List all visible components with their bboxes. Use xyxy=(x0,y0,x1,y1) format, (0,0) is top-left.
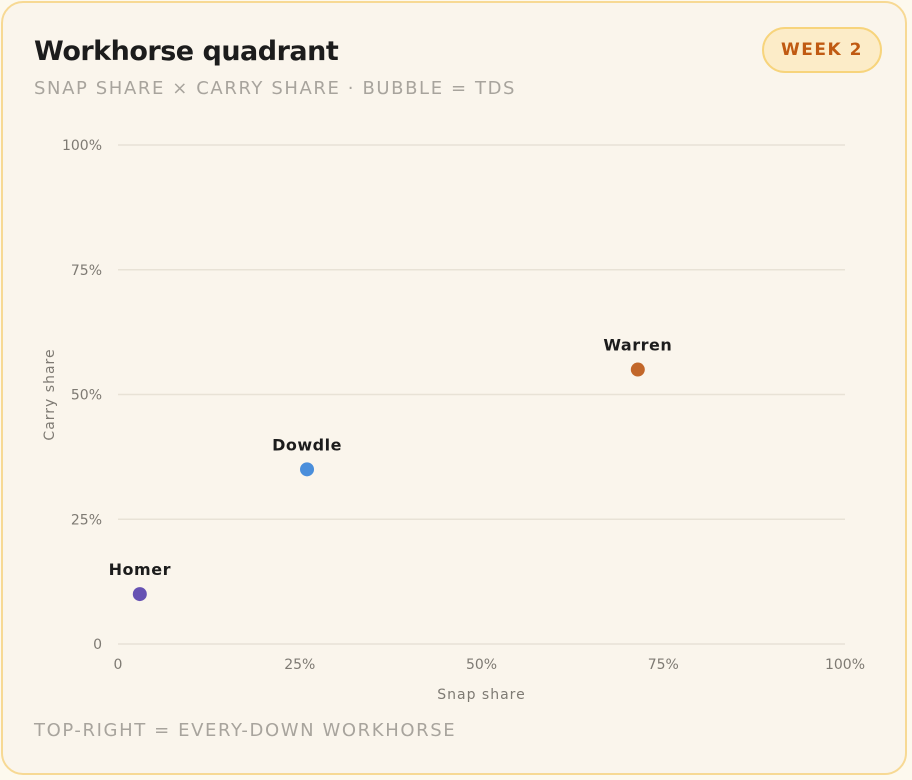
x-tick-label: 100% xyxy=(825,657,865,673)
y-tick-label: 25% xyxy=(71,512,102,528)
week-badge: WEEK 2 xyxy=(762,27,882,73)
data-points: Homer Dowdle Warren xyxy=(109,336,672,602)
y-tick-labels: 0 25% 50% 75% 100% xyxy=(62,138,102,653)
y-tick-label: 100% xyxy=(62,138,102,154)
point-label-homer: Homer xyxy=(109,560,171,579)
x-axis-label: Snap share xyxy=(437,687,525,703)
point-label-dowdle: Dowdle xyxy=(272,435,342,454)
y-tick-label: 0 xyxy=(93,637,102,653)
chart-footer-note: TOP-RIGHT = EVERY-DOWN WORKHORSE xyxy=(34,720,457,741)
x-tick-label: 75% xyxy=(648,657,679,673)
y-axis-label: Carry share xyxy=(42,348,58,440)
x-tick-labels: 0 25% 50% 75% 100% xyxy=(114,657,865,673)
x-tick-label: 0 xyxy=(114,657,123,673)
point-label-warren: Warren xyxy=(603,336,672,355)
y-tick-label: 50% xyxy=(71,388,102,404)
x-tick-label: 50% xyxy=(466,657,497,673)
point-homer[interactable] xyxy=(132,587,147,602)
chart-title: Workhorse quadrant xyxy=(34,36,339,67)
chart-subtitle: SNAP SHARE × CARRY SHARE · BUBBLE = TDS xyxy=(34,78,517,99)
point-dowdle[interactable] xyxy=(300,462,315,477)
point-warren[interactable] xyxy=(630,362,645,377)
grid-lines xyxy=(118,144,845,645)
y-tick-label: 75% xyxy=(71,263,102,279)
x-tick-label: 25% xyxy=(284,657,315,673)
